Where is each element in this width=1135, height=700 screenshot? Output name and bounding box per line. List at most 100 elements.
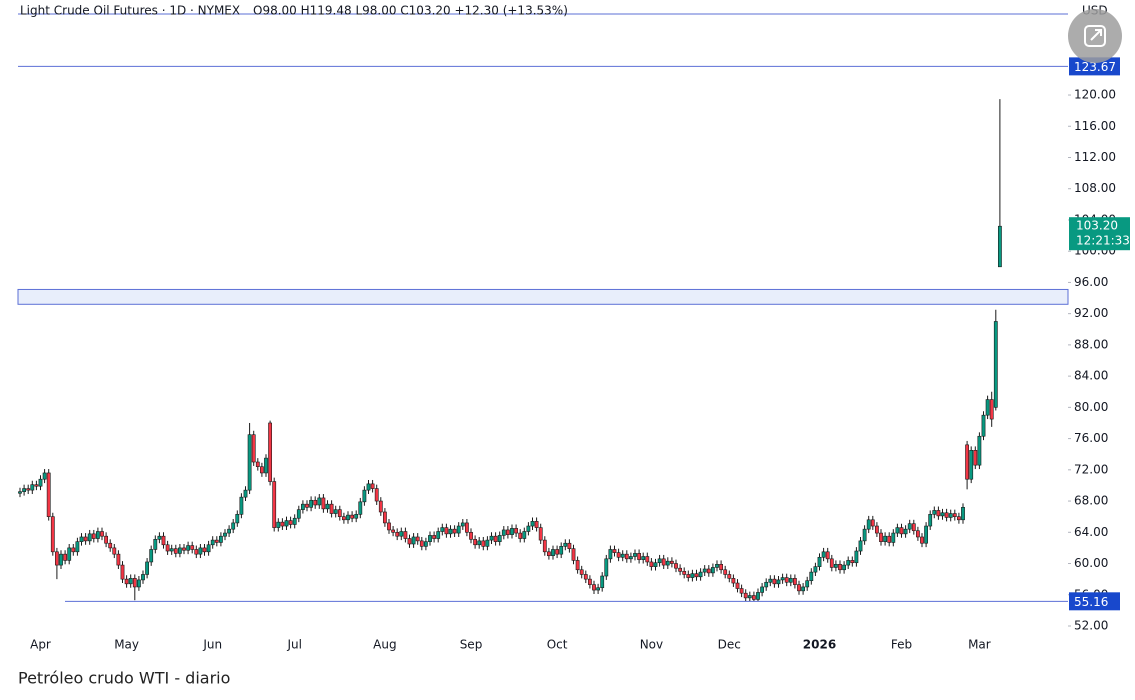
candle-body (809, 571, 814, 581)
candle-body (961, 507, 965, 521)
candle-body (206, 544, 211, 553)
candle-body (879, 532, 883, 542)
candle-body (202, 547, 207, 553)
y-tick-label: 60.00 (1074, 556, 1108, 570)
price-line-label: 123.67 (1074, 60, 1116, 74)
candle-body (534, 521, 539, 528)
x-tick-label: Nov (640, 638, 663, 652)
candle-body (723, 569, 728, 575)
candle-body (944, 512, 949, 518)
ohlc-readout: O98.00 H119.48 L98.00 C103.20 +12.30 (+1… (253, 4, 568, 18)
candle-body (854, 550, 859, 564)
candle-body (124, 578, 129, 585)
candle-body (391, 529, 396, 533)
x-tick-label: Jul (286, 638, 301, 652)
candle-body (104, 535, 109, 544)
candle-body (329, 503, 334, 514)
candle-body (751, 595, 756, 600)
candle-body (317, 497, 322, 506)
candle-body (399, 531, 404, 537)
candle-body (665, 560, 670, 566)
candle-body (87, 533, 92, 542)
y-tick-label: 84.00 (1074, 369, 1108, 383)
candle-body (756, 592, 760, 600)
candle-body (26, 488, 31, 491)
candle-body (30, 484, 35, 491)
candle-body (928, 514, 933, 527)
candle-body (190, 545, 195, 550)
candle-body (337, 509, 342, 517)
candle-body (173, 548, 178, 554)
candle-body (436, 531, 441, 539)
candle-body (710, 567, 715, 574)
candle-body (178, 547, 182, 554)
candle-body (42, 472, 47, 480)
candle-body (452, 528, 457, 534)
candle-body (702, 568, 707, 573)
candle-body (784, 577, 789, 583)
x-tick-label: Dec (718, 638, 741, 652)
candle-body (149, 549, 154, 563)
candle-body (952, 513, 957, 517)
candle-body (497, 535, 502, 542)
y-tick-label: 120.00 (1074, 88, 1116, 102)
y-tick-label: 88.00 (1074, 337, 1108, 351)
candle-body (325, 503, 330, 510)
candle-body (374, 488, 379, 502)
price-line-label: 55.16 (1074, 595, 1108, 609)
candle-body (100, 531, 104, 537)
candle-body (956, 516, 961, 521)
candle-body (657, 558, 662, 564)
candle-body (583, 574, 588, 580)
candle-body (284, 520, 289, 527)
candle-body (522, 531, 527, 539)
expand-button[interactable] (1068, 9, 1122, 63)
candle-body (739, 588, 744, 594)
candle-body (870, 519, 875, 527)
candle-body (210, 539, 215, 546)
candle-body (895, 527, 900, 534)
candle-body (792, 578, 797, 585)
candle-body (973, 450, 978, 466)
countdown: 12:21:33 (1076, 234, 1130, 248)
candle-body (567, 542, 572, 549)
candle-body (661, 558, 666, 566)
zone (17, 288, 1069, 305)
candle-body (22, 488, 27, 492)
candle-body (788, 578, 793, 583)
candle-body (563, 542, 568, 547)
candle-body (350, 514, 355, 519)
candle-body (649, 561, 654, 567)
candle-body (141, 574, 145, 581)
candle-body (850, 560, 855, 564)
candle-body (747, 595, 752, 599)
x-tick-label: Jun (202, 638, 222, 652)
candle-body (764, 581, 769, 588)
candle-body (887, 535, 892, 543)
candle-body (264, 457, 268, 474)
candle-body (464, 522, 469, 533)
expand-icon (1084, 25, 1106, 47)
candle-body (612, 549, 617, 553)
candle-body (362, 489, 367, 503)
candle-body (833, 564, 838, 568)
candle-body (797, 584, 801, 592)
candle-body (842, 564, 847, 571)
candle-body (469, 531, 473, 540)
candle-body (510, 528, 514, 535)
y-tick-label: 72.00 (1074, 462, 1108, 476)
candle-body (862, 528, 867, 542)
y-tick-label: 92.00 (1074, 306, 1108, 320)
candle-body (292, 517, 297, 525)
candle-body (268, 422, 273, 482)
candle-body (288, 520, 293, 525)
candle-body (259, 466, 264, 474)
candle-body (616, 552, 621, 558)
candle-body (768, 578, 773, 583)
last-price-label: 103.20 (1076, 219, 1118, 233)
candle-body (936, 510, 941, 517)
candle-body (67, 547, 72, 561)
candle-body (690, 573, 695, 578)
candle-body (280, 521, 285, 527)
